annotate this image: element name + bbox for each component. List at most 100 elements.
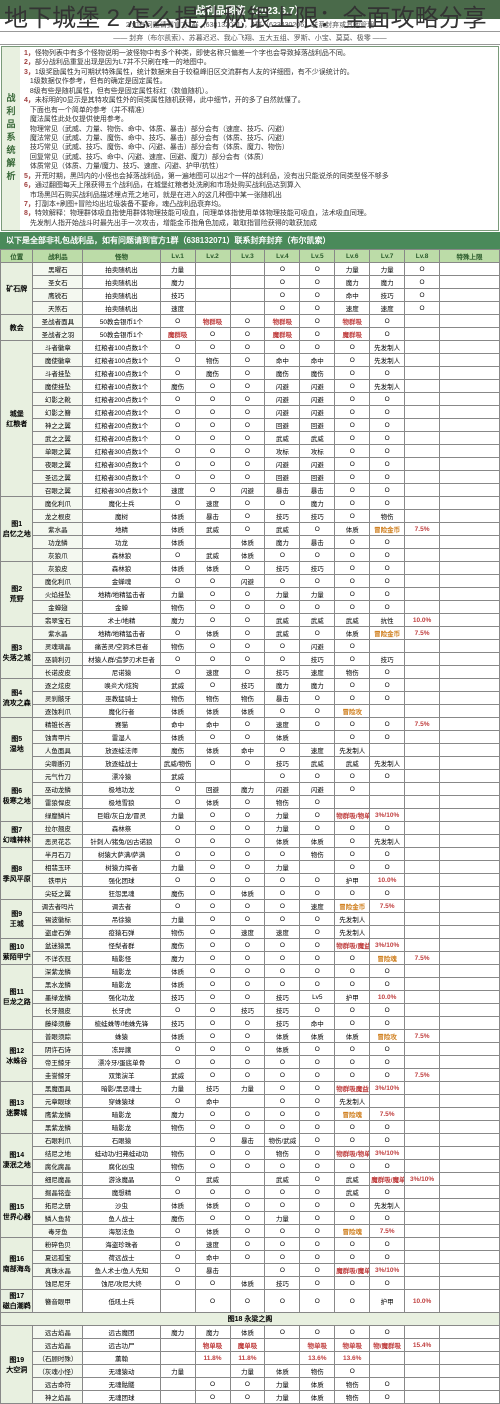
cell: O <box>300 952 335 965</box>
cell: 力量 <box>265 1212 300 1225</box>
cell <box>195 289 230 302</box>
cell <box>440 263 500 276</box>
cell: O <box>265 887 300 900</box>
cell: 力量 <box>160 861 195 874</box>
cell: 暴击 <box>195 1264 230 1277</box>
cell: 恶灵花芯 <box>33 835 83 848</box>
table-row: 灰狼爪森林狼O武威体质OOOO <box>1 549 500 562</box>
cell <box>405 315 440 328</box>
cell: 11.8% <box>195 1352 230 1365</box>
cell: 技巧 <box>370 289 405 302</box>
cell: 梳蛙蛛等/地蛛先锋 <box>83 1017 160 1030</box>
cell: O <box>265 276 300 289</box>
cell <box>370 1095 405 1108</box>
cell: O <box>335 510 370 523</box>
cell: O <box>335 978 370 991</box>
cell <box>160 1352 195 1365</box>
cell: O <box>265 549 300 562</box>
cell: 低吼士兵 <box>83 1290 160 1313</box>
cell: 物伤 <box>160 1147 195 1160</box>
cell: O <box>370 367 405 380</box>
cell: O <box>300 796 335 809</box>
cell <box>440 978 500 991</box>
cell: O <box>160 354 195 367</box>
cell: 尖嘶断刃 <box>33 757 83 770</box>
zone-cell: 图19大空洞 <box>1 1326 33 1404</box>
page-title: 地下城堡 2 怎么提升秘银上限：全面攻略分享 <box>0 0 500 38</box>
cell: 魔化利爪 <box>33 497 83 510</box>
cell <box>405 549 440 562</box>
table-row: 夜眼之翼红粮者300点数1个OOO闪避闪避OO <box>1 458 500 471</box>
cell: O <box>230 848 265 861</box>
cell: O <box>230 1056 265 1069</box>
table-row: 逐蚀利爪魔化行者体质体质体质OO冒险攻 <box>1 705 500 718</box>
cell: 魔群吸 <box>265 328 300 341</box>
cell: 冒险金币 <box>335 900 370 913</box>
cell: 尖砭之翼 <box>33 887 83 900</box>
cell: O <box>195 1160 230 1173</box>
cell: 魔力 <box>300 497 335 510</box>
cell: O <box>195 1212 230 1225</box>
cell <box>405 1056 440 1069</box>
notes-box: 战利品系统解析 1，怪物列表中有多个怪物说明一波怪物中有多个种类，即使名称只偏差… <box>1 46 499 231</box>
cell: 红粮者100点数1个 <box>83 367 160 380</box>
cell: O <box>230 900 265 913</box>
cell: 灰狼爪 <box>33 549 83 562</box>
cell: O <box>230 952 265 965</box>
cell: O <box>335 1290 370 1313</box>
cell <box>440 367 500 380</box>
cell: 闪避 <box>265 458 300 471</box>
table-row: 图3失落之城紫水晶地精/地精猛击者O体质O武威O体质冒险金币7.5% <box>1 627 500 640</box>
cell: 红粮者200点数1个 <box>83 419 160 432</box>
cell: O <box>335 406 370 419</box>
cell: O <box>230 1391 265 1404</box>
cell: 魔树 <box>83 510 160 523</box>
cell <box>440 1173 500 1186</box>
cell: 护甲 <box>335 874 370 887</box>
cell: 先发制人 <box>370 380 405 393</box>
cell: 力量 <box>265 822 300 835</box>
cell: O <box>230 1147 265 1160</box>
cell: 结尼之地 <box>33 1147 83 1160</box>
cell: 体质 <box>335 523 370 536</box>
cell <box>370 926 405 939</box>
cell: O <box>300 1326 335 1339</box>
cell: 命中 <box>160 718 195 731</box>
cell: 巫教猛骑士 <box>83 692 160 705</box>
cell: O <box>230 588 265 601</box>
cell: 武威 <box>300 432 335 445</box>
cell: O <box>335 861 370 874</box>
cell: 暴击 <box>265 484 300 497</box>
cell: 黑紫龙鳞 <box>33 1121 83 1134</box>
note-item: 6，通过翻图每天上限获得五个战利品，在城堡红粮者处洗刷和市场处购买战利品达到算入… <box>24 181 494 200</box>
cell: O <box>230 523 265 536</box>
cell: 命中 <box>265 354 300 367</box>
cell <box>405 1147 440 1160</box>
cell <box>440 354 500 367</box>
table-row: 帝王鲸牙漂冷牙/蛋底单骨OOOOOOO <box>1 1056 500 1069</box>
cell <box>440 1212 500 1225</box>
cell: 闪避 <box>265 783 300 796</box>
cell: 圭誉鲸牙 <box>33 1069 83 1082</box>
cell <box>405 1352 440 1365</box>
cell: O <box>195 1391 230 1404</box>
cell: 技巧 <box>195 1082 230 1095</box>
cell: 锡波徽标 <box>33 913 83 926</box>
cell: 疫猿石弹 <box>83 926 160 939</box>
cell <box>440 1030 500 1043</box>
cell: O <box>265 1186 300 1199</box>
cell: 技巧 <box>265 991 300 1004</box>
table-row: 图4流攻之森逐之炫皮唤炎犬/炫狗武威O技巧魔力魔力OO <box>1 679 500 692</box>
table-row: 图12冰蛛谷普眼须踪蛛猿体质OO体质体质体质冒险攻7.5% <box>1 1030 500 1043</box>
cell <box>265 1352 300 1365</box>
cell: 先发制人 <box>335 926 370 939</box>
zone-cell: 图16南部海岛 <box>1 1238 33 1290</box>
table-row: 图10萦陌甲宁盆迷猿黑怪梨者群魔伤OOOO物群吸/魔益指钱3%/10% <box>1 939 500 952</box>
zone-cell: 教会 <box>1 315 33 341</box>
cell: O <box>230 666 265 679</box>
cell: O <box>300 1199 335 1212</box>
cell: O <box>370 848 405 861</box>
cell <box>405 991 440 1004</box>
cell <box>230 276 265 289</box>
col-header: Lv.1 <box>160 250 195 263</box>
